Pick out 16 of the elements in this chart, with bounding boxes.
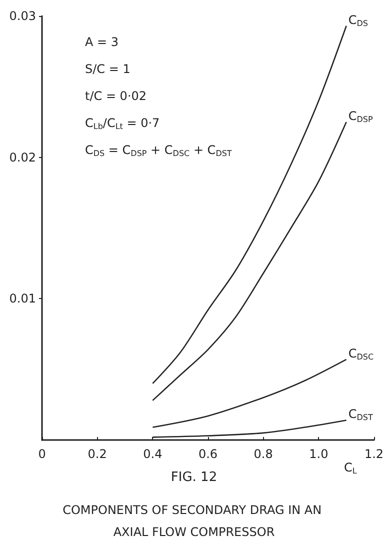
y-tick-label: 0.03 (9, 9, 36, 23)
x-tick-label: 1.0 (309, 447, 328, 461)
x-tick-label: 1.2 (364, 447, 384, 461)
annotation: t/C = 0·02 (85, 89, 147, 103)
line-series (152, 358, 347, 428)
x-tick-label: 0.2 (88, 447, 107, 461)
x-tick-label: 0.8 (254, 447, 273, 461)
annotation: S/C = 1 (85, 62, 130, 76)
x-tick-label: 0.6 (198, 447, 218, 461)
annotation: A = 3 (85, 35, 119, 49)
y-tick-label: 0.01 (9, 292, 36, 306)
x-tick-label: 0.4 (143, 447, 162, 461)
y-tick-label: 0.02 (9, 150, 36, 164)
text: COMPONENTS OF SECONDARY DRAG IN AN AXIAL FLOW COMPRESSOR (62, 503, 326, 539)
text: FIG. 12 (170, 470, 218, 485)
x-tick-label: 0 (38, 447, 46, 461)
